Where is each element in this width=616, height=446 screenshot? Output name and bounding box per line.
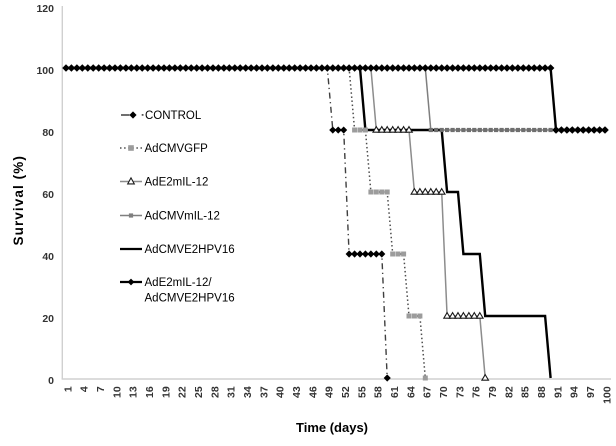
svg-text:64: 64 — [405, 386, 417, 398]
svg-text:97: 97 — [585, 386, 597, 398]
svg-text:85: 85 — [520, 386, 532, 398]
svg-text:Survival (%): Survival (%) — [11, 155, 26, 245]
svg-text:25: 25 — [193, 386, 205, 398]
svg-text:AdCMVE2HPV16: AdCMVE2HPV16 — [145, 293, 235, 305]
svg-text:61: 61 — [389, 386, 401, 398]
svg-text:91: 91 — [552, 386, 564, 398]
svg-text:52: 52 — [340, 386, 352, 398]
svg-text:AdCMVGFP: AdCMVGFP — [145, 143, 209, 155]
svg-text:40: 40 — [275, 386, 287, 398]
svg-text:7: 7 — [95, 386, 107, 392]
svg-text:AdE2mIL-12: AdE2mIL-12 — [145, 177, 209, 189]
svg-text:Time (days): Time (days) — [296, 420, 368, 435]
svg-text:37: 37 — [258, 386, 270, 398]
svg-text:10: 10 — [111, 386, 123, 398]
svg-text:79: 79 — [487, 386, 499, 398]
svg-text:19: 19 — [160, 386, 172, 398]
svg-text:16: 16 — [144, 386, 156, 398]
svg-text:1: 1 — [62, 386, 74, 392]
svg-text:82: 82 — [503, 386, 515, 398]
svg-text:80: 80 — [42, 127, 54, 139]
svg-text:34: 34 — [242, 386, 254, 398]
svg-text:0: 0 — [48, 375, 54, 387]
svg-text:73: 73 — [454, 386, 466, 398]
svg-text:20: 20 — [42, 313, 54, 325]
svg-text:100: 100 — [601, 386, 613, 404]
svg-text:28: 28 — [209, 386, 221, 398]
svg-text:CONTROL: CONTROL — [145, 110, 202, 122]
svg-text:46: 46 — [307, 386, 319, 398]
svg-text:31: 31 — [226, 386, 238, 398]
svg-text:49: 49 — [324, 386, 336, 398]
svg-text:100: 100 — [36, 65, 54, 77]
svg-text:120: 120 — [36, 3, 54, 15]
svg-text:60: 60 — [42, 189, 54, 201]
svg-text:AdCMVmIL-12: AdCMVmIL-12 — [145, 211, 220, 223]
svg-text:67: 67 — [422, 386, 434, 398]
svg-text:22: 22 — [177, 386, 189, 398]
svg-text:58: 58 — [373, 386, 385, 398]
svg-text:40: 40 — [42, 251, 54, 263]
svg-text:88: 88 — [536, 386, 548, 398]
svg-text:43: 43 — [291, 386, 303, 398]
svg-text:55: 55 — [356, 386, 368, 398]
svg-text:94: 94 — [569, 386, 581, 398]
svg-text:4: 4 — [79, 386, 91, 392]
svg-text:13: 13 — [128, 386, 140, 398]
svg-text:AdCMVE2HPV16: AdCMVE2HPV16 — [145, 244, 235, 256]
svg-text:76: 76 — [471, 386, 483, 398]
svg-text:70: 70 — [438, 386, 450, 398]
svg-text:AdE2mIL-12/: AdE2mIL-12/ — [145, 277, 213, 289]
